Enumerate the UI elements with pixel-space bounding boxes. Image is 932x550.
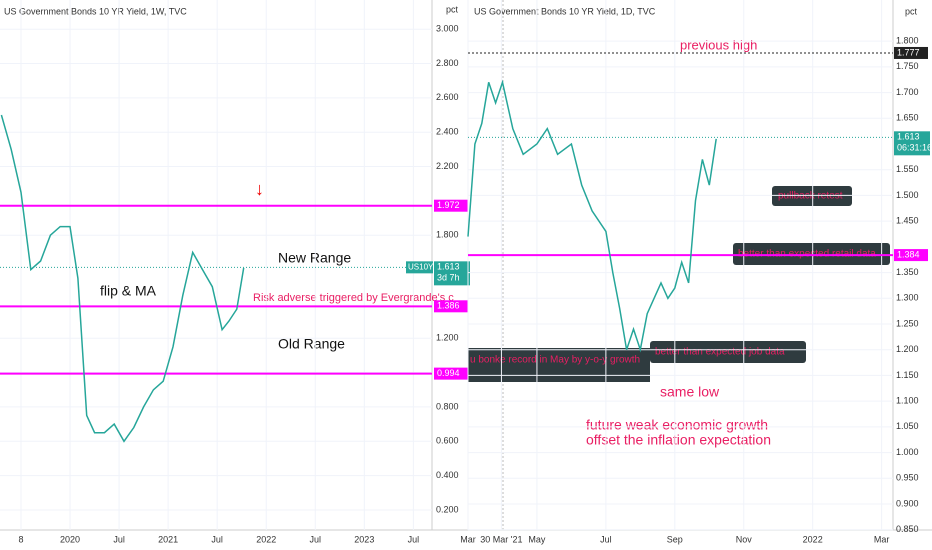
annotation: flip & MA [100, 283, 157, 299]
x-tick-label: Jul [408, 534, 420, 544]
x-tick-label: Mar [460, 534, 476, 544]
y-tick-label: 2.400 [436, 127, 459, 137]
note-box [733, 243, 890, 265]
y-tick-label: 0.800 [436, 401, 459, 411]
annotation: New Range [278, 250, 351, 266]
x-tick-label: 2022 [803, 534, 823, 544]
x-tick-label: 2020 [60, 534, 80, 544]
last-price-tag [434, 261, 470, 286]
x-tick-label: 2023 [354, 534, 374, 544]
y-tick-label: 1.700 [896, 87, 919, 97]
chart-title: US Government Bonds 10 YR Yield, 1W, TVC [4, 6, 187, 16]
y-tick-label: 1.350 [896, 267, 919, 277]
last-price-label: 1.613 [897, 132, 920, 142]
y-tick-label: 1.500 [896, 190, 919, 200]
arrow-icon: ↓ [255, 179, 264, 199]
level-tag [434, 199, 468, 212]
y-tick-label: 2.600 [436, 92, 459, 102]
level-tag [434, 367, 468, 380]
level-label: 0.994 [437, 368, 460, 378]
y-tick-label: 1.450 [896, 216, 919, 226]
annotation: better than expected job data [655, 347, 785, 358]
countdown-label: 3d 7h [437, 273, 460, 283]
reference-label: 1.777 [897, 47, 920, 57]
annotation: u bonke record in May by y-o-y growth [470, 355, 640, 366]
y-tick-label: 1.100 [896, 396, 919, 406]
y-tick-label: 1.550 [896, 164, 919, 174]
annotation: previous high [680, 37, 757, 52]
x-tick-label: May [528, 534, 546, 544]
reference-tag [894, 46, 928, 59]
x-tick-label: 2022 [256, 534, 276, 544]
x-tick-label: Jul [310, 534, 322, 544]
x-tick-label: Jul [600, 534, 612, 544]
x-tick-label: Mar [874, 534, 890, 544]
y-tick-label: 1.800 [436, 230, 459, 240]
scale-label: pct [446, 4, 459, 14]
x-tick-label: 30 Mar '21 [480, 534, 522, 544]
x-tick-label: Jul [211, 534, 223, 544]
price-line [467, 79, 717, 353]
y-tick-label: 0.950 [896, 473, 919, 483]
annotation: future weak economic growth [586, 417, 768, 433]
y-tick-label: 1.800 [896, 36, 919, 46]
level-label: 1.972 [437, 200, 460, 210]
y-tick-label: 1.250 [896, 318, 919, 328]
y-tick-label: 0.200 [436, 504, 459, 514]
y-tick-label: 3.000 [436, 24, 459, 34]
level-tag [434, 300, 468, 313]
level-label: 1.384 [897, 249, 920, 259]
y-tick-label: 0.600 [436, 436, 459, 446]
y-tick-label: 0.400 [436, 470, 459, 480]
last-price-tag [894, 131, 930, 156]
x-tick-label: Sep [667, 534, 683, 544]
annotation: pullback retest [778, 191, 843, 202]
symbol-label: US10Y [408, 262, 434, 271]
scale-label: pct [905, 6, 918, 16]
annotation: offset the inflation expectation [586, 432, 771, 448]
y-tick-label: 0.850 [896, 524, 919, 534]
y-tick-label: 2.200 [436, 161, 459, 171]
note-box [468, 348, 650, 382]
note-box [650, 341, 806, 363]
annotation: same low [660, 384, 720, 400]
x-tick-label: Jul [113, 534, 125, 544]
price-line [0, 114, 245, 443]
y-tick-label: 1.750 [896, 61, 919, 71]
countdown-label: 06:31:16 [897, 143, 932, 153]
y-tick-label: 1.650 [896, 113, 919, 123]
symbol-tag [406, 261, 433, 274]
y-tick-label: 1.000 [896, 447, 919, 457]
annotation: Risk adverse triggered by Evergrande's c [253, 292, 454, 304]
last-price-label: 1.613 [437, 262, 460, 272]
x-tick-label: Nov [736, 534, 753, 544]
x-tick-label: 2021 [158, 534, 178, 544]
level-label: 1.386 [437, 301, 460, 311]
annotation: Old Range [278, 336, 345, 352]
x-tick-label: 8 [18, 534, 23, 544]
y-tick-label: 1.200 [436, 333, 459, 343]
y-tick-label: 1.200 [896, 344, 919, 354]
note-box [772, 186, 852, 206]
y-tick-label: 1.150 [896, 370, 919, 380]
level-tag [894, 249, 928, 262]
y-tick-label: 1.300 [896, 293, 919, 303]
y-tick-label: 0.900 [896, 498, 919, 508]
chart-title: US Government Bonds 10 YR Yield, 1D, TVC [474, 6, 656, 16]
y-tick-label: 2.800 [436, 58, 459, 68]
y-tick-label: 1.050 [896, 421, 919, 431]
